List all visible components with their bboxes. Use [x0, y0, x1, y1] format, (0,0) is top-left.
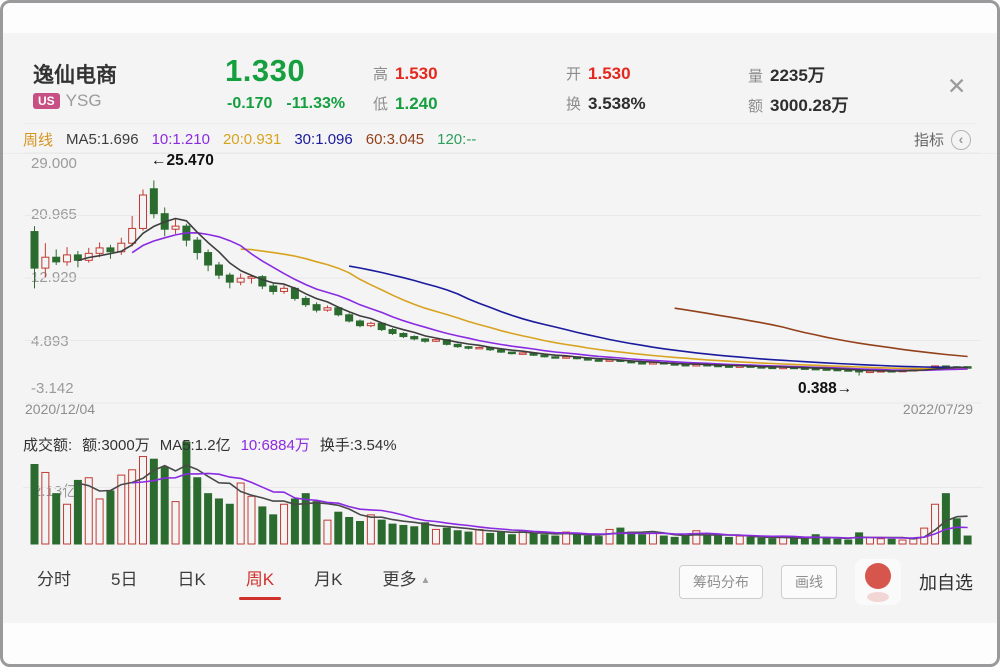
chevron-left-circle-icon: ‹	[951, 129, 971, 150]
open-value: 1.530	[588, 64, 631, 83]
indicator-button[interactable]: 指标 ‹	[914, 129, 971, 150]
turnover-stat: 换 3.538%	[566, 93, 646, 114]
high-label: 高	[373, 66, 389, 83]
tab-daily-k[interactable]: 日K	[177, 570, 206, 589]
volume-stat: 量 2235万	[748, 61, 825, 86]
triangle-up-icon: ▲	[420, 575, 431, 586]
volume-value: 2235万	[770, 66, 825, 85]
price-change: -0.170	[227, 95, 273, 112]
period-tab-bar: 分时 5日 日K 周K 月K 更多 ▲	[35, 559, 432, 604]
y-axis-label: 4.893	[31, 333, 69, 350]
volume-turnover-readout: 换手:3.54%	[319, 437, 397, 454]
chip-distribution-button[interactable]: 筹码分布	[679, 565, 763, 599]
amount-label: 额	[748, 98, 764, 115]
open-label: 开	[566, 66, 582, 83]
y-axis-label: -3.142	[31, 380, 74, 397]
indicator-label: 指标	[913, 132, 944, 149]
turnover-value: 3.538%	[588, 94, 646, 113]
tab-monthly-k[interactable]: 月K	[314, 570, 343, 589]
low-price-annotation: 0.388→	[798, 380, 853, 397]
price-change-row: -0.170 -11.33%	[227, 95, 345, 113]
ticker-symbol: YSG	[65, 91, 102, 110]
price-change-percent: -11.33%	[286, 95, 346, 112]
date-range-end: 2022/07/29	[902, 401, 973, 417]
ma20-readout: 20:0.931	[222, 131, 282, 148]
tab-more-label: 更多	[382, 570, 417, 589]
volume-pane-title: 成交额:	[23, 437, 73, 454]
open-stat: 开 1.530	[566, 63, 631, 84]
stock-code-row: US YSG	[33, 91, 102, 111]
card-background	[3, 33, 997, 623]
volume-label: 量	[748, 68, 764, 85]
red-dot-icon	[865, 563, 891, 589]
low-label: 低	[373, 96, 389, 113]
draw-line-button[interactable]: 画线	[781, 565, 837, 599]
record-indicator-button[interactable]	[855, 559, 901, 605]
volume-amount-readout: 额:3000万	[82, 437, 150, 454]
y-axis-label: 29.000	[31, 155, 77, 172]
volume-ma5-readout: MA5:1.2亿	[159, 437, 231, 454]
volume-pane-header: 成交额: 额:3000万 MA5:1.2亿 10:6884万 换手:3.54%	[23, 434, 397, 455]
market-badge: US	[33, 93, 60, 109]
tab-5day[interactable]: 5日	[111, 570, 138, 589]
ma120-readout: 120:--	[437, 131, 477, 148]
y-axis-label: 12.929	[31, 269, 77, 286]
header-divider	[23, 123, 977, 124]
date-range-start: 2020/12/04	[25, 401, 96, 417]
ma-indicator-bar: 周线 MA5:1.696 10:1.210 20:0.931 30:1.096 …	[23, 129, 476, 150]
current-price: 1.330	[225, 53, 306, 88]
close-icon[interactable]: ✕	[947, 73, 967, 99]
amount-stat: 额 3000.28万	[748, 91, 848, 116]
stock-name: 逸仙电商	[33, 64, 117, 87]
tab-weekly-k[interactable]: 周K	[238, 559, 282, 604]
tab-minute[interactable]: 分时	[37, 570, 71, 589]
ma60-readout: 60:3.045	[365, 131, 425, 148]
ma5-readout: MA5:1.696	[66, 131, 139, 148]
footer-controls: 筹码分布 画线 加自选	[679, 559, 973, 605]
ma30-readout: 30:1.096	[294, 131, 353, 148]
ma-bar-divider	[3, 153, 997, 154]
volume-axis-label: 2.13亿	[33, 483, 78, 500]
ma10-readout: 10:1.210	[151, 131, 210, 148]
low-stat: 低 1.240	[373, 93, 438, 114]
period-label: 周线	[23, 132, 54, 149]
turnover-label: 换	[566, 96, 582, 113]
tab-more[interactable]: 更多 ▲	[381, 559, 433, 604]
red-dot-reflection	[867, 592, 889, 602]
peak-price-annotation: ←25.470	[151, 152, 214, 169]
low-value: 1.240	[395, 94, 438, 113]
y-axis-label: 20.965	[31, 206, 77, 223]
high-stat: 高 1.530	[373, 63, 438, 84]
high-value: 1.530	[395, 64, 438, 83]
add-watchlist-button[interactable]: 加自选	[919, 573, 973, 593]
amount-value: 3000.28万	[770, 96, 849, 115]
volume-ma10-readout: 10:6884万	[240, 437, 310, 454]
